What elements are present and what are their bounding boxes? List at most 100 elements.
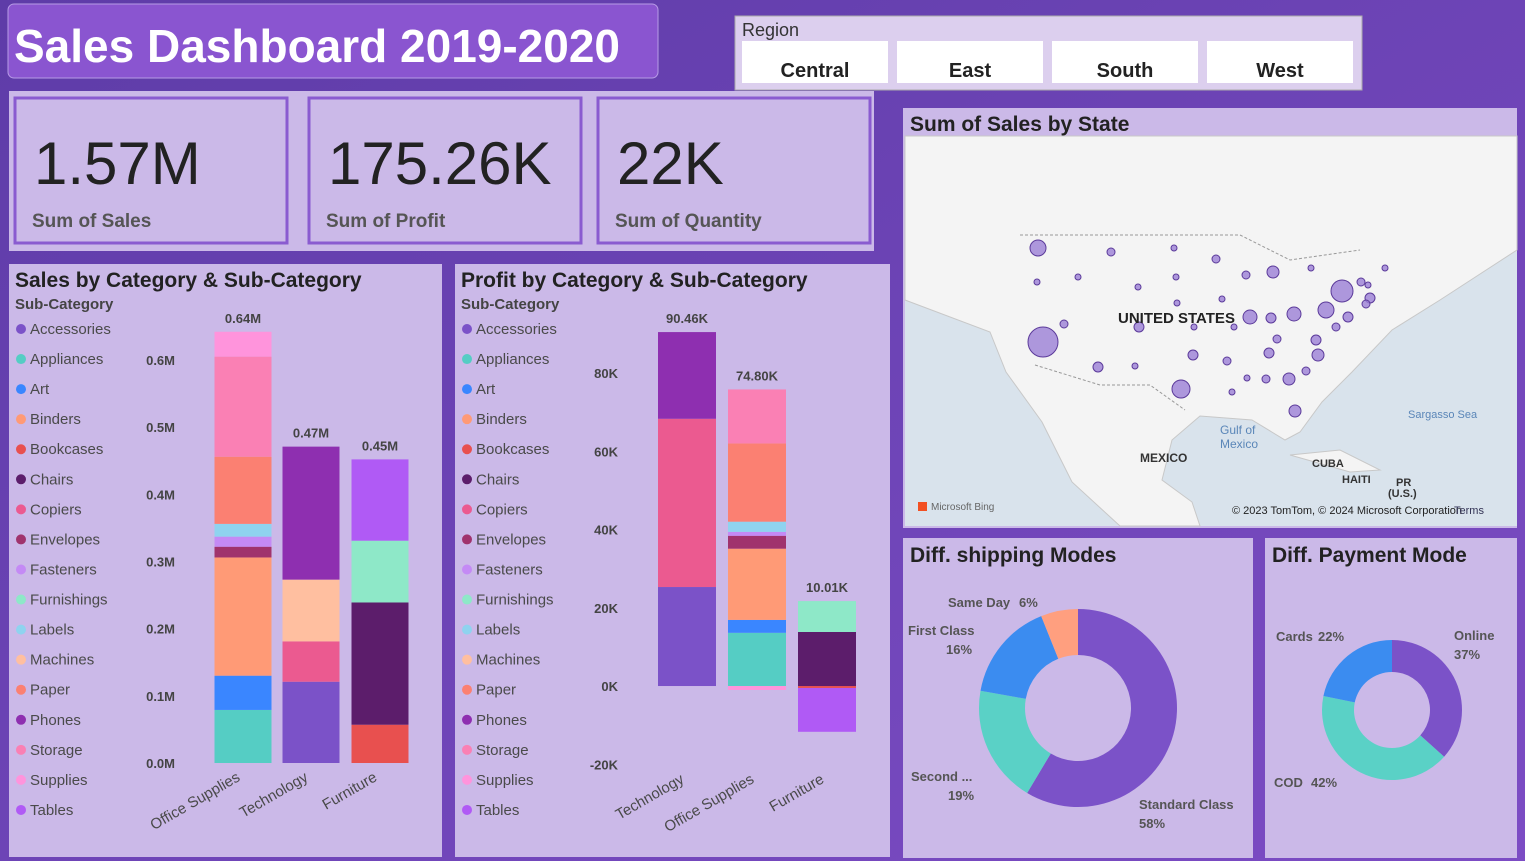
legend-marker	[462, 804, 472, 815]
legend-label: Chairs	[30, 471, 73, 488]
title-box	[7, 3, 659, 79]
bar-segment	[214, 331, 272, 357]
map-label: HAITI	[1342, 474, 1371, 486]
map-label: © 2023 TomTom, © 2024 Microsoft Corporat…	[1232, 505, 1462, 517]
bar-segment	[798, 687, 856, 732]
slice-value: 22%	[1318, 629, 1344, 644]
state-bubble	[1228, 388, 1236, 396]
state-bubble	[1029, 239, 1047, 257]
legend-label: Machines	[30, 652, 94, 669]
total-label: 0.45M	[362, 438, 398, 453]
slicer-option[interactable]: Central	[781, 60, 850, 82]
state-bubble	[1265, 312, 1277, 324]
bar-segment	[728, 535, 786, 549]
donut-slice	[1323, 640, 1392, 703]
legend-marker	[462, 384, 472, 395]
legend-marker	[16, 474, 26, 485]
bar-segment	[351, 724, 409, 763]
kpi-label: Sum of Sales	[32, 211, 151, 232]
map-label: CUBA	[1312, 458, 1344, 470]
bar-segment	[282, 446, 340, 580]
kpi-label: Sum of Profit	[326, 211, 446, 232]
kpi-value: 1.57M	[34, 130, 201, 197]
map-border	[1020, 234, 1361, 261]
state-bubble	[1331, 322, 1341, 332]
slice-category: First Class	[908, 623, 974, 638]
legend-label: Tables	[476, 802, 519, 819]
slice-category: Second ...	[911, 769, 972, 784]
y-tick-label: -20K	[590, 757, 619, 772]
legend-label: Binders	[30, 411, 81, 428]
map-island	[1289, 449, 1382, 473]
state-bubble	[1282, 372, 1296, 386]
donut-slice	[1392, 640, 1463, 757]
legend-marker	[462, 504, 472, 515]
state-bubble	[1307, 264, 1315, 272]
legend-label: Envelopes	[30, 531, 100, 548]
legend-label: Furnishings	[30, 592, 108, 609]
y-tick-label: 20K	[594, 601, 618, 616]
slice-value: 37%	[1454, 647, 1480, 662]
dashboard-title: Sales Dashboard 2019-2020	[14, 20, 620, 72]
slice-category: Standard Class	[1139, 797, 1234, 812]
total-label: 90.46K	[666, 311, 709, 326]
kpi-label: Sum of Quantity	[615, 211, 762, 232]
legend-label: Envelopes	[476, 531, 546, 548]
slice-value: 19%	[948, 788, 974, 803]
state-bubble	[1027, 326, 1059, 358]
slicer-option[interactable]: West	[1256, 60, 1304, 82]
state-bubble	[1330, 279, 1354, 303]
chart-title: Diff. Payment Mode	[1272, 544, 1467, 567]
bar-segment	[728, 548, 786, 620]
slicer-option[interactable]: South	[1097, 60, 1154, 82]
legend-marker	[462, 774, 472, 785]
bar-segment	[214, 546, 272, 558]
map-label: Terms	[1454, 505, 1484, 517]
legend-marker	[462, 474, 472, 485]
state-bubble	[1310, 334, 1322, 346]
legend-label: Chairs	[476, 471, 519, 488]
state-bubble	[1074, 273, 1082, 281]
chart-title: Profit by Category & Sub-Category	[461, 269, 808, 292]
kpi-value: 22K	[617, 130, 724, 197]
state-bubble	[1243, 374, 1251, 382]
map-label: MEXICO	[1140, 451, 1187, 465]
slicer-button[interactable]	[897, 41, 1043, 83]
legend-marker	[462, 564, 472, 575]
payment-panel	[1265, 538, 1517, 858]
state-bubble	[1381, 264, 1389, 272]
state-bubble	[1171, 379, 1191, 399]
slice-value: 16%	[946, 642, 972, 657]
legend-marker	[16, 804, 26, 815]
slicer-button[interactable]	[742, 41, 888, 83]
bar-segment	[798, 601, 856, 632]
state-bubble	[1170, 244, 1178, 252]
bar-segment	[214, 675, 272, 710]
y-tick-label: 0.6M	[146, 353, 175, 368]
bar-segment	[351, 602, 409, 725]
bar-segment	[728, 632, 786, 687]
map-label: Gulf of	[1220, 423, 1256, 437]
slicer-button[interactable]	[1052, 41, 1198, 83]
bar-segment	[282, 579, 340, 642]
legend-label: Bookcases	[30, 441, 103, 458]
y-tick-label: 0.5M	[146, 420, 175, 435]
state-bubble	[1173, 299, 1181, 307]
state-bubble	[1364, 281, 1372, 289]
slicer-button[interactable]	[1207, 41, 1353, 83]
legend-label: Storage	[476, 742, 529, 759]
legend-label: Appliances	[30, 351, 103, 368]
donut-slice	[978, 690, 1051, 793]
state-bubble	[1106, 247, 1116, 257]
legend-label: Appliances	[476, 351, 549, 368]
legend-label: Accessories	[476, 321, 557, 338]
legend-label: Copiers	[476, 501, 528, 518]
legend-marker	[462, 444, 472, 455]
state-bubble	[1059, 319, 1069, 329]
legend-label: Storage	[30, 742, 83, 759]
slicer-option[interactable]: East	[949, 60, 992, 82]
legend-label: Accessories	[30, 321, 111, 338]
total-label: 0.64M	[225, 311, 261, 326]
state-bubble	[1131, 362, 1139, 370]
